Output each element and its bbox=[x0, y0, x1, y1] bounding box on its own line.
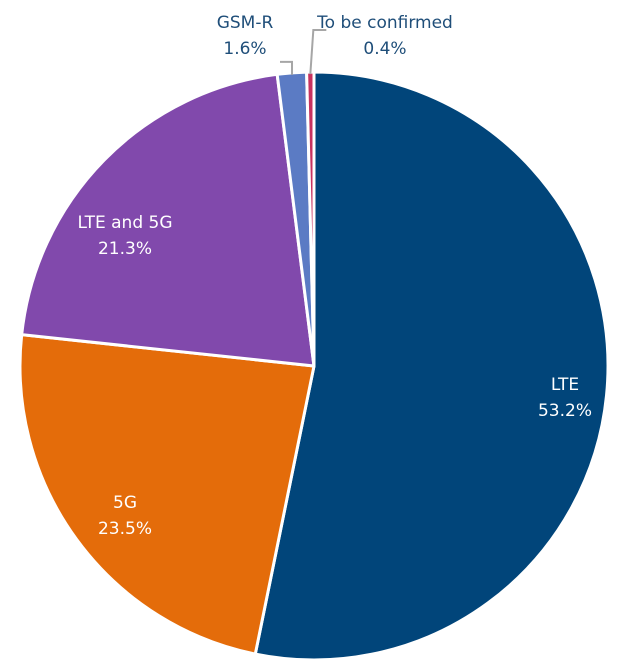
leader-line-gsm-r bbox=[280, 60, 294, 75]
value-label-5g: 23.5% bbox=[98, 519, 152, 539]
slice-lte bbox=[253, 70, 610, 662]
value-label-to-be-confirmed: 0.4% bbox=[363, 39, 406, 59]
value-label-gsm-r: 1.6% bbox=[223, 39, 266, 59]
category-label-to-be-confirmed: To be confirmed bbox=[316, 13, 453, 33]
leader-line-to-be-confirmed bbox=[309, 29, 327, 75]
category-label-gsm-r: GSM-R bbox=[217, 13, 274, 33]
category-label-lte-and-5g: LTE and 5G bbox=[77, 213, 172, 233]
category-label-lte: LTE bbox=[551, 375, 579, 395]
value-label-lte: 53.2% bbox=[538, 401, 592, 421]
slice-lte-and-5g bbox=[20, 72, 316, 368]
slice-5g bbox=[18, 333, 316, 656]
value-label-lte-and-5g: 21.3% bbox=[98, 239, 152, 259]
category-label-5g: 5G bbox=[113, 493, 137, 513]
